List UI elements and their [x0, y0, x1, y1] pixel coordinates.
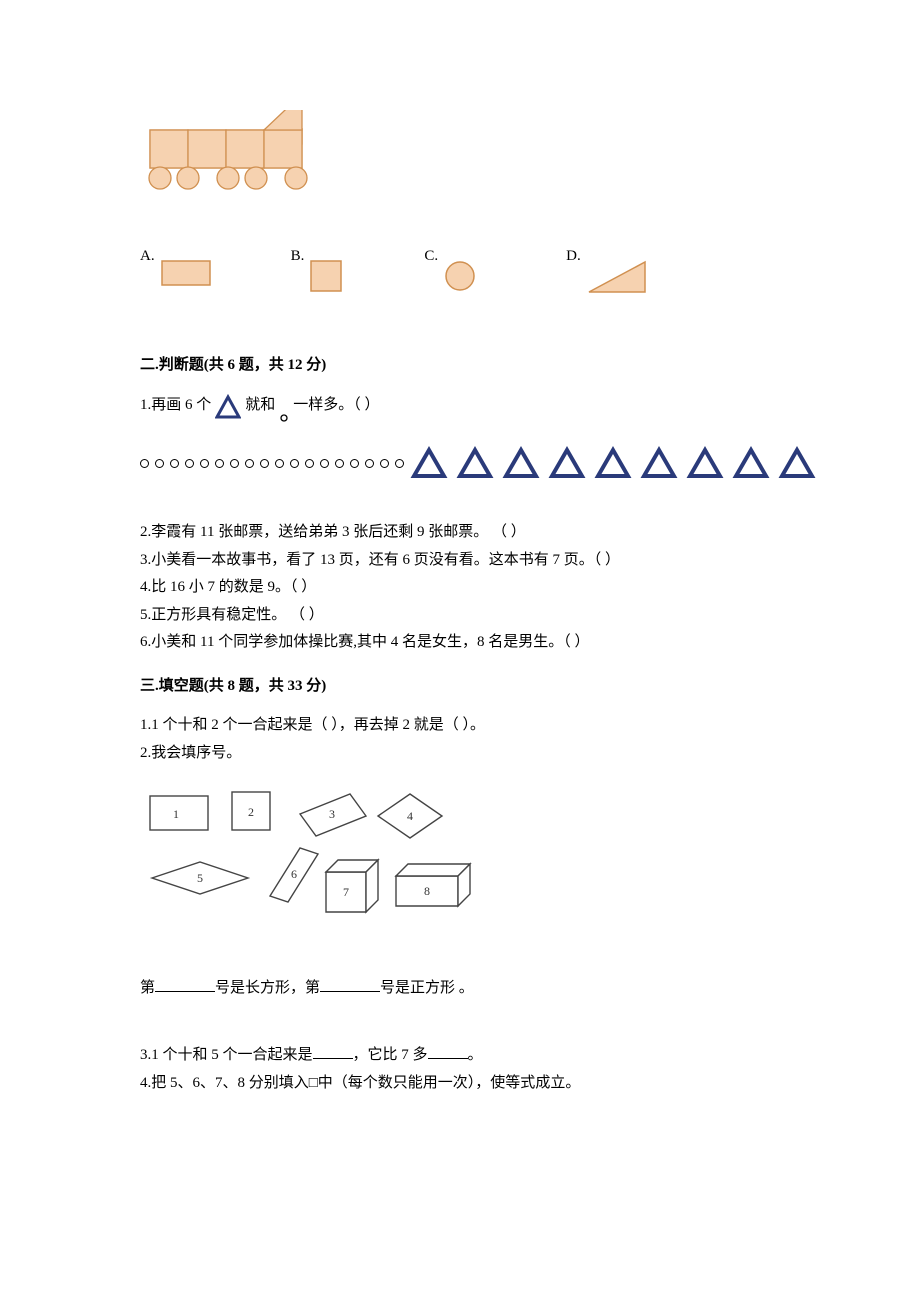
- blank-4: [428, 1043, 468, 1059]
- dot-icon: [185, 459, 194, 468]
- dot-icon: [395, 459, 404, 468]
- dot-icon: [140, 459, 149, 468]
- option-c-label: C.: [424, 244, 438, 270]
- shape-label-6: 6: [291, 867, 297, 881]
- s2-q3: 3.小美看一本故事书，看了 13 页，还有 6 页没有看。这本书有 7 页。（ …: [140, 548, 780, 574]
- option-d-label: D.: [566, 244, 581, 270]
- dot-icon: [320, 459, 329, 468]
- triangle-icon: [778, 446, 816, 480]
- triangle-icon: [456, 446, 494, 480]
- s3-q3-c: 。: [468, 1047, 483, 1063]
- s2-q1-text-b: 就和: [245, 393, 275, 419]
- s2-q1: 1.再画 6 个 就和 一样多。（ ）: [140, 393, 780, 433]
- shape-label-3: 3: [329, 807, 335, 821]
- dot-icon: [245, 459, 254, 468]
- dot-icon: [230, 459, 239, 468]
- blank-1: [155, 976, 215, 992]
- options-row: A. B. C. D.: [140, 242, 780, 304]
- triangle-small-icon: [215, 393, 241, 433]
- triangle-icon: [640, 446, 678, 480]
- dot-icon: [275, 459, 284, 468]
- circle-shape-icon: [444, 260, 476, 302]
- section-2-heading: 二.判断题(共 6 题，共 12 分): [140, 353, 780, 379]
- dot-icon: [305, 459, 314, 468]
- triangle-icon: [594, 446, 632, 480]
- s3-q4: 4.把 5、6、7、8 分别填入□中（每个数只能用一次），使等式成立。: [140, 1071, 780, 1097]
- s3-q2-ans-c: 号是正方形 。: [380, 980, 474, 996]
- section-3-heading: 三.填空题(共 8 题，共 33 分): [140, 674, 780, 700]
- option-b: B.: [291, 242, 345, 304]
- dot-icon: [170, 459, 179, 468]
- dot-icon: [200, 459, 209, 468]
- option-a: A.: [140, 242, 211, 298]
- dot-icon: [260, 459, 269, 468]
- triangle-icon: [410, 446, 448, 480]
- s2-q5: 5.正方形具有稳定性。 （ ）: [140, 603, 780, 629]
- blank-2: [320, 976, 380, 992]
- s2-q1-text-a: 1.再画 6 个: [140, 393, 211, 419]
- s3-q2-ans-a: 第: [140, 980, 155, 996]
- square-shape-icon: [310, 260, 344, 304]
- s3-q1: 1.1 个十和 2 个一合起来是（ ），再去掉 2 就是（ ）。: [140, 713, 780, 739]
- rectangle-shape-icon: [161, 260, 211, 298]
- dot-small-icon: [279, 393, 289, 433]
- s3-q3: 3.1 个十和 5 个一合起来是 ，它比 7 多 。: [140, 1043, 780, 1069]
- s2-q4: 4.比 16 小 7 的数是 9。（ ）: [140, 575, 780, 601]
- s3-q2-ans-b: 号是长方形，第: [215, 980, 320, 996]
- dot-icon: [290, 459, 299, 468]
- shape-label-8: 8: [424, 884, 430, 898]
- dot-icon: [155, 459, 164, 468]
- s3-q3-b: ，它比 7 多: [353, 1047, 428, 1063]
- s3-q3-a: 3.1 个十和 5 个一合起来是: [140, 1047, 313, 1063]
- train-figure: [140, 110, 780, 202]
- shape-label-4: 4: [407, 809, 413, 823]
- shape-label-1: 1: [173, 807, 179, 821]
- option-a-label: A.: [140, 244, 155, 270]
- s2-q6: 6.小美和 11 个同学参加体操比赛,其中 4 名是女生，8 名是男生。（ ）: [140, 630, 780, 656]
- dot-icon: [380, 459, 389, 468]
- shape-label-5: 5: [197, 871, 203, 885]
- shapes-diagram: 1 2 3 4 5 6 7: [140, 786, 780, 946]
- shape-label-2: 2: [248, 805, 254, 819]
- dot-icon: [365, 459, 374, 468]
- triangle-icon: [686, 446, 724, 480]
- triangle-icon: [548, 446, 586, 480]
- s2-q1-text-c: 一样多。（ ）: [293, 393, 379, 419]
- dot-icon: [335, 459, 344, 468]
- triangle-icon: [732, 446, 770, 480]
- s3-q2: 2.我会填序号。: [140, 741, 780, 767]
- option-b-label: B.: [291, 244, 305, 270]
- blank-3: [313, 1043, 353, 1059]
- s2-q2: 2.李霞有 11 张邮票，送给弟弟 3 张后还剩 9 张邮票。 （ ）: [140, 520, 780, 546]
- dots-triangles-row: [140, 446, 780, 480]
- dot-icon: [215, 459, 224, 468]
- option-c: C.: [424, 242, 476, 302]
- triangle-shape-icon: [587, 260, 647, 304]
- shape-label-7: 7: [343, 885, 349, 899]
- dot-icon: [350, 459, 359, 468]
- triangle-icon: [502, 446, 540, 480]
- s3-q2-answer: 第 号是长方形，第 号是正方形 。: [140, 976, 780, 1002]
- option-d: D.: [566, 242, 647, 304]
